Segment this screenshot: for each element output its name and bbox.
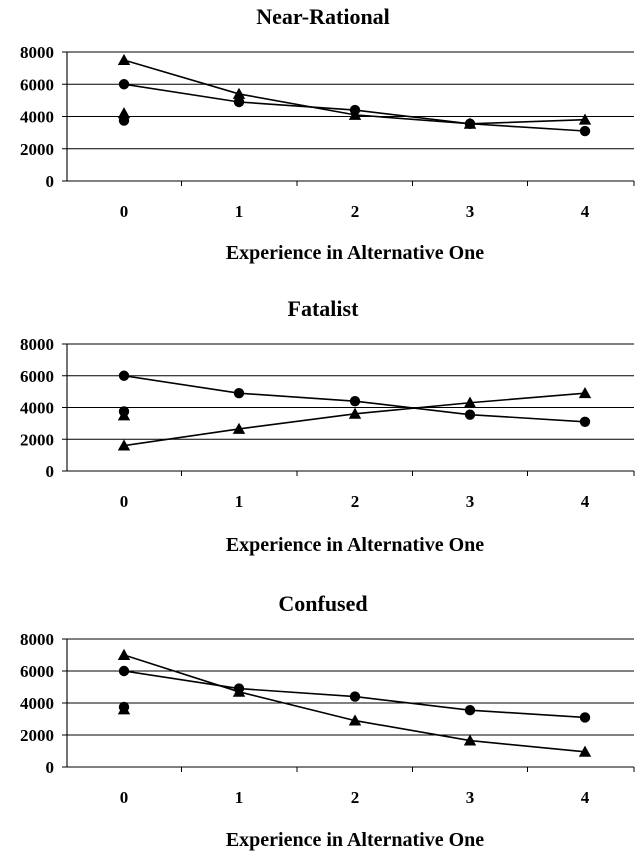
y-tick-label: 8000 xyxy=(20,335,54,354)
x-axis-label: Experience in Alternative One xyxy=(226,829,484,851)
x-axis-label: Experience in Alternative One xyxy=(226,242,484,264)
y-tick-label: 4000 xyxy=(20,399,54,418)
panel-title: Fatalist xyxy=(288,296,360,321)
panel-title: Near-Rational xyxy=(256,4,390,29)
data-point-circle xyxy=(349,104,361,116)
data-point-circle xyxy=(349,691,361,702)
x-tick-label: 0 xyxy=(120,788,129,807)
data-point-triangle xyxy=(348,407,362,419)
data-point-triangle xyxy=(578,745,592,757)
y-tick-label: 0 xyxy=(46,172,55,191)
y-tick-label: 8000 xyxy=(20,630,54,649)
x-tick-label: 3 xyxy=(466,788,475,807)
data-point-circle xyxy=(464,409,476,420)
data-point-triangle xyxy=(117,439,131,451)
data-point-circle xyxy=(118,370,130,381)
x-axis-label: Experience in Alternative One xyxy=(226,534,484,556)
data-point-triangle xyxy=(463,396,477,408)
data-point-circle xyxy=(464,118,476,129)
panel-fatalist: Fatalist Experience in Alternative One 0… xyxy=(20,296,635,556)
y-tick-label: 2000 xyxy=(20,140,54,159)
data-point-triangle xyxy=(117,53,131,66)
x-tick-label: 3 xyxy=(466,492,475,511)
y-tick-label: 4000 xyxy=(20,694,54,713)
x-tick-label: 2 xyxy=(351,788,360,807)
x-tick-label: 0 xyxy=(120,202,129,221)
extra-point-triangle xyxy=(117,107,131,119)
panel-confused: Confused Experience in Alternative One 0… xyxy=(20,591,635,851)
extra-point-circle xyxy=(118,701,130,713)
y-tick-label: 2000 xyxy=(20,430,54,449)
x-tick-label: 3 xyxy=(466,202,475,221)
data-point-triangle xyxy=(117,648,131,660)
data-point-circle xyxy=(233,96,245,108)
x-tick-label: 0 xyxy=(120,492,129,511)
y-tick-label: 0 xyxy=(46,758,55,777)
panel-title: Confused xyxy=(278,591,367,616)
data-point-triangle xyxy=(578,113,592,125)
x-tick-label: 4 xyxy=(581,788,590,807)
panel-near-rational: Near-Rational Experience in Alternative … xyxy=(20,4,635,264)
x-tick-label: 4 xyxy=(581,492,590,511)
y-tick-label: 6000 xyxy=(20,75,54,94)
y-tick-label: 6000 xyxy=(20,662,54,681)
data-point-circle xyxy=(118,79,130,90)
data-point-triangle xyxy=(232,87,246,99)
y-tick-label: 4000 xyxy=(20,108,54,127)
data-point-triangle xyxy=(578,387,592,399)
data-point-circle xyxy=(579,416,591,427)
data-point-triangle xyxy=(463,734,477,746)
x-tick-label: 1 xyxy=(235,788,244,807)
data-point-triangle xyxy=(348,714,362,726)
y-tick-label: 0 xyxy=(46,462,55,481)
x-tick-label: 2 xyxy=(351,492,360,511)
data-point-circle xyxy=(233,683,245,694)
x-tick-label: 4 xyxy=(581,202,590,221)
x-tick-label: 1 xyxy=(235,202,244,221)
data-point-circle xyxy=(579,125,591,137)
x-tick-label: 2 xyxy=(351,202,360,221)
data-point-circle xyxy=(579,712,591,723)
y-tick-label: 8000 xyxy=(20,43,54,62)
data-point-circle xyxy=(464,705,476,716)
extra-point-circle xyxy=(118,115,130,126)
y-tick-label: 6000 xyxy=(20,367,54,386)
data-point-triangle xyxy=(232,422,246,434)
extra-point-triangle xyxy=(117,409,131,421)
data-point-circle xyxy=(233,388,245,399)
data-point-circle xyxy=(349,395,361,407)
x-tick-label: 1 xyxy=(235,492,244,511)
data-point-circle xyxy=(118,665,130,677)
y-tick-label: 2000 xyxy=(20,726,54,745)
